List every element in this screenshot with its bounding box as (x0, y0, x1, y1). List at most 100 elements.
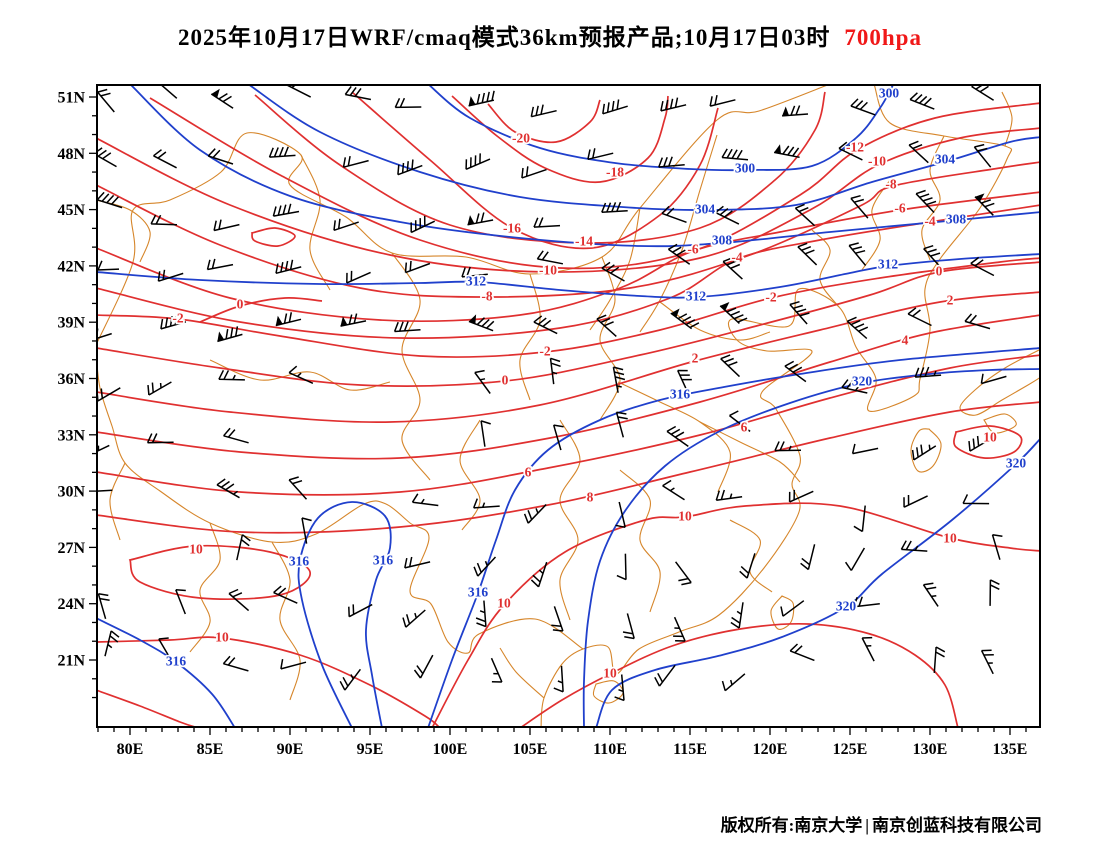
height-contours-layer (97, 85, 1040, 727)
wind-barb (914, 366, 942, 378)
wind-barb (490, 657, 503, 683)
copyright-owner: 版权所有:南京大学 (720, 816, 863, 835)
wind-barb (222, 655, 249, 672)
temperature-contour-label: -4 (924, 214, 935, 229)
wind-barb (844, 547, 866, 571)
wind-barb (97, 593, 110, 620)
wind-barb-pennant (468, 96, 476, 106)
basemap-line (639, 134, 718, 333)
wind-barb (788, 489, 814, 503)
wind-barb (288, 365, 314, 384)
height-contour-line (129, 85, 1040, 248)
wind-barb (480, 420, 491, 447)
temperature-contour-line (97, 636, 441, 727)
wind-barb (404, 556, 431, 569)
wind-barb (670, 312, 700, 330)
height-contour-label: 304 (935, 152, 956, 167)
wind-barb (838, 141, 863, 161)
basemap-line (519, 273, 541, 401)
wind-barb (973, 143, 992, 168)
wind-barb (530, 104, 557, 118)
wind-barb (533, 315, 558, 335)
basemap-line (910, 428, 942, 473)
wind-barb (275, 312, 302, 327)
height-contour-label: 316 (289, 554, 310, 569)
wind-barb (553, 665, 564, 693)
wind-barb (210, 92, 234, 109)
temperature-contour-label: 8 (587, 490, 594, 505)
height-contour-label: 316 (166, 654, 187, 669)
lon-axis-label: 110E (593, 741, 627, 758)
temperature-contour-line (97, 261, 1040, 387)
wind-barb (654, 664, 676, 687)
wind-barb (157, 269, 184, 282)
temperature-contour-label: -6 (687, 242, 698, 257)
temperature-contour-label: -14 (575, 234, 593, 249)
wind-barb (851, 443, 879, 455)
basemap-line (861, 179, 891, 271)
basemap-line (459, 419, 481, 531)
basemap-line (619, 469, 661, 613)
lat-axis-label: 39N (57, 315, 85, 332)
wind-barb (846, 316, 869, 340)
temperature-contour-label: -2 (539, 344, 550, 359)
temperature-contour-line (97, 314, 1040, 460)
wind-barb (218, 369, 245, 381)
temperature-contour-label: 10 (983, 430, 997, 445)
lat-axis-label: 45N (57, 202, 85, 219)
wind-barb (667, 243, 691, 265)
lon-axis-label: 115E (673, 741, 707, 758)
basemap-line (300, 154, 331, 291)
temperature-contour-label: -12 (846, 140, 864, 155)
temperature-contour-line (199, 297, 323, 323)
wind-barb (774, 441, 802, 452)
lon-axis-label: 85E (197, 741, 224, 758)
lon-axis-label: 125E (833, 741, 868, 758)
wind-barb (348, 603, 373, 618)
wind-barb (474, 369, 491, 394)
lat-axis-label: 51N (57, 90, 85, 107)
temperature-contour-line (97, 204, 1040, 339)
wind-barb (722, 257, 743, 280)
wind-barb (160, 314, 187, 330)
wind-barb-pennant (670, 308, 680, 318)
temperature-contour-line (97, 191, 1040, 322)
wind-barb (339, 668, 362, 691)
temperature-contour-label: -10 (868, 154, 886, 169)
map-layers: -20-18-16-14-12-10-10-8-8-6-6-4-4-2-2-20… (97, 85, 1040, 727)
lat-axis-label: 30N (57, 484, 85, 501)
temperature-contour-line (953, 425, 1023, 459)
wind-barb (797, 242, 818, 266)
temperature-contour-line (97, 401, 1040, 534)
basemap-line (391, 252, 431, 481)
wind-barb (980, 373, 1007, 385)
temperature-contour-label: 6 (741, 420, 748, 435)
lon-axis-label: 90E (277, 741, 304, 758)
wind-barb (989, 579, 1000, 606)
wind-barb (206, 258, 234, 271)
wind-barb (782, 105, 809, 117)
wind-barb (922, 582, 939, 607)
wind-barb-pennant (211, 88, 220, 98)
temperature-contour-line (519, 622, 959, 727)
wind-barb-pennant (340, 316, 348, 327)
wind-barb (268, 146, 296, 158)
wind-barb-pennant (275, 315, 283, 326)
wind-barb (549, 357, 561, 385)
temperature-contour-line (97, 291, 1040, 423)
wind-barb (552, 424, 564, 451)
wind-barb (236, 534, 251, 561)
wind-barb (615, 411, 628, 438)
basemap-line (599, 256, 621, 421)
wind-barb (344, 85, 372, 101)
height-contour-label: 320 (852, 374, 873, 389)
height-contour-line (427, 85, 894, 172)
wind-barb (853, 596, 880, 608)
height-contour-label: 308 (712, 233, 733, 248)
wind-barb (773, 145, 800, 159)
wind-barb-pennant (720, 302, 730, 311)
wind-barb (146, 433, 174, 444)
wind-barb (612, 366, 626, 393)
temperature-contour-label: -20 (512, 131, 530, 146)
basemap-line (499, 647, 545, 699)
